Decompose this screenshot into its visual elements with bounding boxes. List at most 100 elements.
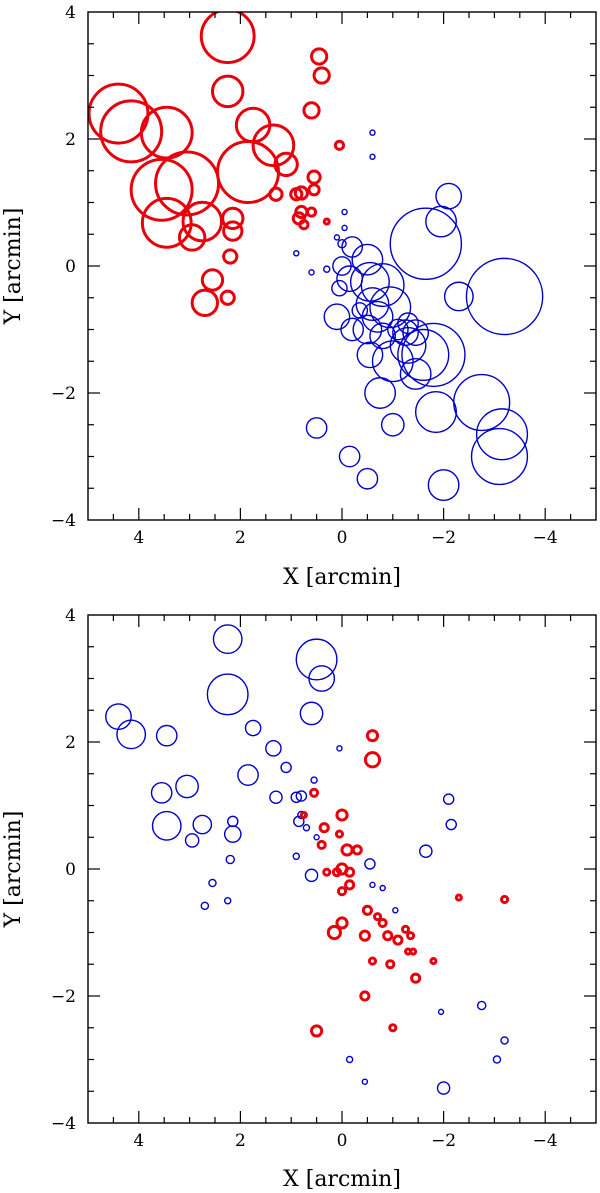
x-axis-label: X [arcmin] xyxy=(283,565,401,590)
red-point xyxy=(409,947,418,956)
red-point xyxy=(177,223,207,252)
blue-point xyxy=(397,312,419,335)
blue-point xyxy=(295,790,308,802)
red-point xyxy=(129,157,194,222)
blue-point xyxy=(295,638,338,681)
blue-point xyxy=(402,319,430,347)
blue-point xyxy=(226,815,239,828)
x-tick-label: 0 xyxy=(337,1131,348,1151)
red-point xyxy=(305,206,318,218)
y-tick-label: 4 xyxy=(65,3,76,23)
blue-point xyxy=(151,810,182,841)
blue-point xyxy=(323,265,331,273)
blue-point xyxy=(331,279,348,297)
red-point xyxy=(273,151,299,178)
y-axis-label: Y [arcmin] xyxy=(1,208,26,326)
blue-point xyxy=(476,1000,487,1011)
blue-point xyxy=(269,790,283,805)
blue-point xyxy=(341,224,348,232)
x-tick-label: 4 xyxy=(133,528,144,548)
blue-point xyxy=(360,263,405,308)
blue-point xyxy=(244,719,262,737)
blue-point xyxy=(364,377,397,409)
red-point xyxy=(316,839,327,850)
chart-top-panel: 4 2 0 −2 −4 −4 −2 0 2 4 X [arcmin] Y [arcmin] xyxy=(1,3,597,590)
x-tick-label: −2 xyxy=(431,528,456,548)
blue-point xyxy=(299,701,324,726)
x-tick-label: −4 xyxy=(533,1131,558,1151)
red-point xyxy=(367,956,378,966)
axes-ticks xyxy=(88,615,596,1123)
blue-point xyxy=(500,1036,509,1045)
blue-point xyxy=(345,1055,354,1064)
red-point xyxy=(322,217,331,226)
blue-point xyxy=(310,776,318,784)
x-axis-label: X [arcmin] xyxy=(283,1167,401,1192)
blue-point xyxy=(361,1078,369,1085)
red-point xyxy=(307,183,321,197)
red-point xyxy=(429,957,438,966)
blue-point xyxy=(443,281,474,312)
blue-point xyxy=(212,624,243,655)
blue-point xyxy=(292,852,301,861)
blue-point xyxy=(265,740,282,757)
blue-point xyxy=(116,719,147,750)
red-point xyxy=(454,893,463,902)
x-tick-label: −4 xyxy=(533,528,558,548)
y-tick-label: 4 xyxy=(65,606,76,626)
red-point xyxy=(377,917,388,929)
red-point xyxy=(363,751,382,769)
blue-point xyxy=(225,854,236,865)
red-point xyxy=(392,934,404,946)
blue-point xyxy=(338,445,361,468)
red-point xyxy=(200,268,225,292)
blue-point xyxy=(392,907,399,914)
red-point xyxy=(359,990,371,1002)
blue-point xyxy=(223,897,232,905)
blue-point xyxy=(223,825,242,843)
red-point xyxy=(340,843,354,857)
blue-point xyxy=(389,326,427,364)
x-tick-label: 2 xyxy=(235,528,246,548)
blue-point xyxy=(379,884,386,892)
y-tick-label: 0 xyxy=(65,257,76,277)
blue-point xyxy=(419,844,433,859)
blue-point xyxy=(200,901,210,911)
x-tick-label: 0 xyxy=(337,528,348,548)
red-point xyxy=(358,929,371,942)
blue-point xyxy=(364,858,376,870)
y-tick-label: −2 xyxy=(51,384,76,404)
red-point xyxy=(344,866,356,878)
blue-point xyxy=(369,286,412,329)
red-point xyxy=(222,248,239,265)
red-point xyxy=(388,1023,398,1033)
blue-point xyxy=(414,391,458,434)
blue-point xyxy=(425,205,458,238)
red-point xyxy=(251,123,296,168)
x-tick-label: 4 xyxy=(133,1131,144,1151)
red-point xyxy=(309,787,320,798)
plot-area xyxy=(88,12,544,502)
red-point xyxy=(222,220,244,242)
red-point xyxy=(334,829,345,839)
blue-point xyxy=(399,358,432,390)
blue-point xyxy=(192,814,213,835)
red-point xyxy=(310,47,329,66)
red-point xyxy=(221,206,245,231)
blue-point xyxy=(369,129,376,136)
blue-point xyxy=(475,408,529,461)
red-point xyxy=(344,879,356,891)
red-point xyxy=(336,886,348,897)
y-tick-label: 2 xyxy=(65,130,76,150)
x-tick-label: 2 xyxy=(235,1131,246,1151)
red-point xyxy=(302,101,321,120)
red-point xyxy=(306,169,322,185)
red-point xyxy=(333,139,346,151)
blue-point xyxy=(175,774,199,799)
red-point xyxy=(268,186,284,202)
blue-point xyxy=(150,781,173,804)
y-tick-label: −4 xyxy=(51,511,76,531)
red-point xyxy=(140,196,193,249)
red-point xyxy=(219,289,236,306)
blue-point xyxy=(397,328,450,381)
